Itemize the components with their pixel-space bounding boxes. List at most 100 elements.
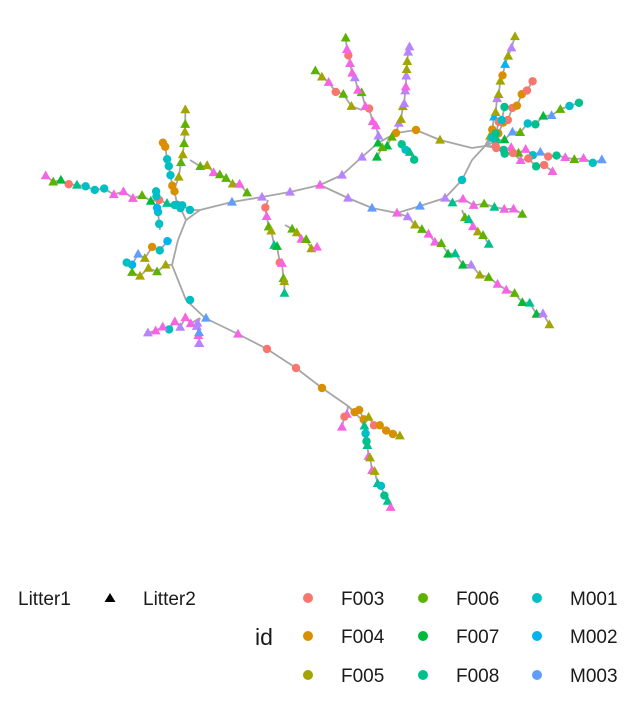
- edge: [319, 184, 349, 199]
- node-point: [194, 327, 204, 337]
- node-point: [479, 198, 490, 208]
- node-point: [517, 297, 528, 307]
- node-point: [506, 42, 517, 52]
- node-point: [164, 161, 174, 171]
- legend-key-f003: [303, 593, 313, 603]
- legend-label-m001: M001: [570, 589, 618, 610]
- legend-key-f007: [418, 631, 428, 641]
- edge: [204, 317, 239, 335]
- node-point: [201, 312, 211, 322]
- node-point: [221, 172, 232, 182]
- node-point: [48, 176, 59, 186]
- node-point: [346, 101, 357, 110]
- node-point: [523, 119, 532, 128]
- node-point: [515, 127, 526, 137]
- node-point: [338, 88, 349, 98]
- node-point: [139, 253, 150, 262]
- node-point: [55, 174, 66, 184]
- node-point: [133, 248, 144, 258]
- node-point: [340, 32, 351, 42]
- node-point: [137, 190, 148, 200]
- legend: Litter1 Litter2 id F003 F004 F005 F006 F007 F008…: [18, 589, 618, 687]
- node-point: [234, 178, 245, 188]
- node-point: [524, 154, 533, 163]
- node-point: [489, 201, 500, 211]
- node-point: [214, 169, 225, 179]
- node-point: [285, 186, 295, 196]
- node-point: [276, 257, 287, 267]
- edge: [289, 184, 321, 193]
- legend-key-f004: [303, 631, 313, 641]
- node-point: [435, 134, 445, 144]
- edge: [266, 348, 297, 369]
- node-point: [401, 70, 412, 80]
- node-point: [544, 152, 553, 161]
- node-point: [500, 59, 511, 68]
- node-point: [169, 316, 180, 326]
- node-point: [509, 288, 520, 297]
- node-point: [404, 41, 415, 51]
- node-point: [310, 65, 321, 75]
- node-point: [227, 178, 238, 188]
- node-point: [227, 196, 237, 206]
- legend-key-f006: [418, 593, 428, 603]
- node-point: [155, 246, 164, 255]
- node-point: [154, 219, 164, 229]
- node-point: [373, 130, 384, 140]
- node-point: [345, 58, 355, 68]
- edge: [237, 333, 268, 350]
- node-point: [495, 75, 506, 85]
- node-point: [500, 102, 509, 112]
- node-point: [81, 182, 90, 191]
- node-point: [343, 192, 353, 202]
- node-point: [531, 308, 542, 318]
- node-point: [411, 125, 421, 135]
- node-point: [316, 71, 327, 81]
- node-point: [301, 234, 312, 244]
- node-point: [522, 86, 532, 95]
- edge: [347, 197, 373, 209]
- node-point: [359, 420, 370, 430]
- nodes-layer: [40, 31, 607, 511]
- node-point: [596, 154, 607, 164]
- node-point: [152, 266, 162, 276]
- node-point: [233, 328, 243, 338]
- node-point: [376, 481, 386, 491]
- node-point: [489, 111, 500, 121]
- node-point: [483, 272, 494, 281]
- node-point: [503, 50, 514, 60]
- node-point: [367, 202, 377, 212]
- node-point: [157, 321, 168, 331]
- node-point: [173, 200, 182, 210]
- node-point: [64, 180, 73, 189]
- node-point: [466, 259, 477, 269]
- node-point: [208, 167, 219, 177]
- legend-label-f007: F007: [456, 627, 499, 648]
- node-point: [457, 175, 467, 185]
- node-point: [108, 189, 119, 199]
- node-point: [344, 51, 353, 60]
- node-point: [160, 259, 171, 269]
- node-point: [497, 115, 506, 125]
- edge: [295, 367, 323, 389]
- legend-label-f005: F005: [341, 666, 384, 687]
- node-point: [242, 187, 252, 197]
- node-point: [145, 195, 156, 205]
- edge: [396, 205, 421, 214]
- node-point: [177, 149, 188, 159]
- node-point: [354, 405, 364, 415]
- node-point: [151, 187, 161, 196]
- edge: [419, 197, 446, 207]
- node-point: [510, 31, 520, 41]
- node-point: [436, 238, 447, 247]
- node-point: [443, 248, 453, 258]
- node-point: [538, 110, 549, 120]
- node-point: [524, 297, 535, 307]
- node-point: [179, 138, 190, 147]
- node-point: [127, 267, 138, 276]
- node-point: [337, 421, 347, 431]
- node-point: [399, 98, 410, 108]
- node-point: [388, 429, 398, 439]
- node-point: [363, 411, 374, 421]
